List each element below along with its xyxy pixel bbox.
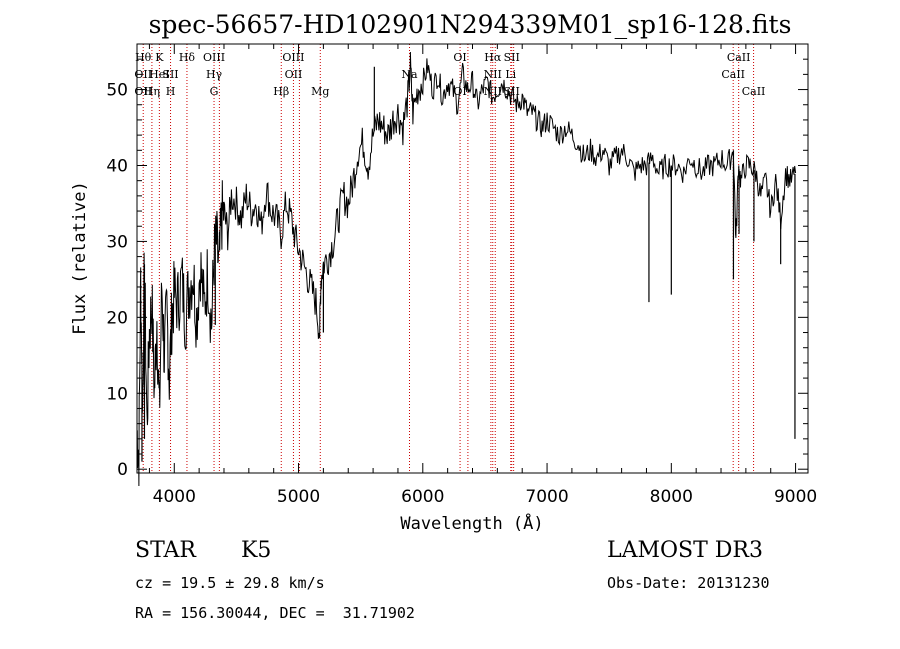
x-axis-label: Wavelength (Å): [400, 512, 543, 534]
line-marker-label: OII: [134, 85, 152, 98]
line-marker-label: H: [166, 85, 176, 98]
y-axis-label: Flux (relative): [70, 181, 90, 335]
line-marker-label: SII: [504, 51, 520, 64]
line-marker-label: OII: [285, 68, 303, 81]
line-marker-label: SII: [162, 68, 178, 81]
object-class: STAR: [135, 538, 196, 563]
line-marker-label: Hθ: [135, 51, 152, 64]
line-marker-label: CaII: [727, 51, 751, 64]
line-marker-label: K: [155, 51, 164, 64]
line-marker-label: OII: [134, 68, 152, 81]
line-marker-label: Hα: [484, 51, 502, 64]
y-tick-label: 30: [106, 232, 128, 252]
line-marker-label: OI: [453, 85, 466, 98]
chart-title: spec-56657-HD102901N294339M01_sp16-128.f…: [149, 10, 792, 39]
plot-frame: [136, 43, 809, 474]
line-marker-label: Hδ: [179, 51, 196, 64]
observation-date: Obs-Date: 20131230: [607, 574, 770, 592]
y-tick-label: 0: [117, 460, 128, 480]
line-marker-label: Hγ: [206, 68, 223, 81]
y-tick-label: 20: [106, 308, 128, 328]
spectral-line-markers: [142, 44, 755, 473]
x-tick-label: 6000: [401, 487, 444, 507]
line-marker-label: Mg: [311, 85, 329, 98]
y-tick-label: 40: [106, 156, 128, 176]
x-tick-label: 8000: [650, 487, 693, 507]
x-tick-label: 9000: [774, 487, 817, 507]
line-marker-label: OI: [453, 51, 466, 64]
line-marker-label: CaII: [721, 68, 745, 81]
line-marker-label: NII: [484, 68, 502, 81]
object-subclass: K5: [241, 538, 272, 563]
spectrum-series: [136, 51, 797, 487]
redshift-info: cz = 19.5 ± 29.8 km/s: [135, 574, 325, 592]
x-tick-label: 4000: [153, 487, 196, 507]
coordinates-info: RA = 156.30044, DEC = 31.71902: [135, 604, 415, 622]
y-axis: 0 10 20 30 40 50: [106, 58, 808, 480]
spectrum-line: [136, 51, 797, 487]
line-marker-label: OIII: [282, 51, 304, 64]
line-marker-label: Hη: [144, 85, 160, 98]
survey-name: LAMOST DR3: [607, 538, 763, 563]
line-marker-label: G: [210, 85, 219, 98]
x-tick-label: 7000: [525, 487, 568, 507]
line-marker-label: Li: [505, 68, 516, 81]
line-marker-label: Hβ: [273, 85, 289, 98]
x-tick-label: 5000: [277, 487, 320, 507]
x-axis: 4000 5000 6000 7000 8000 9000: [148, 44, 817, 507]
line-marker-label: CaII: [742, 85, 766, 98]
line-marker-label: HeI: [149, 68, 169, 81]
line-marker-label: OIII: [203, 51, 225, 64]
y-tick-label: 10: [106, 384, 128, 404]
y-tick-label: 50: [106, 81, 128, 101]
